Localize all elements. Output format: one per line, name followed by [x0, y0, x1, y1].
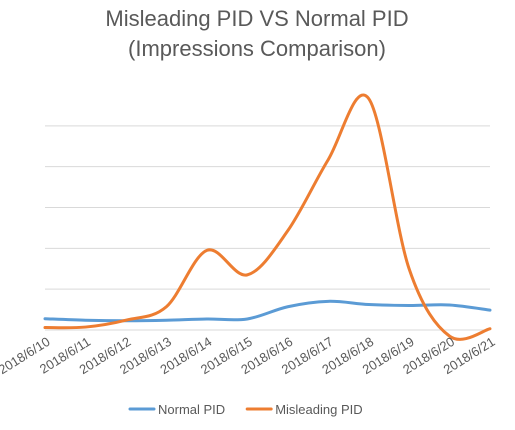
legend: Normal PID Misleading PID [128, 402, 363, 417]
series-line-misleading-pid [43, 93, 492, 341]
x-axis-tick-labels: 2018/6/102018/6/112018/6/122018/6/132018… [0, 334, 498, 377]
chart-title-line-1: Misleading PID VS Normal PID [105, 6, 408, 31]
gridlines [45, 125, 490, 331]
chart-title: Misleading PID VS Normal PID (Impression… [105, 6, 408, 61]
legend-label-normal-pid: Normal PID [158, 402, 225, 417]
legend-label-misleading-pid: Misleading PID [275, 402, 362, 417]
plot-series [43, 93, 492, 341]
chart-title-line-2: (Impressions Comparison) [128, 36, 386, 61]
